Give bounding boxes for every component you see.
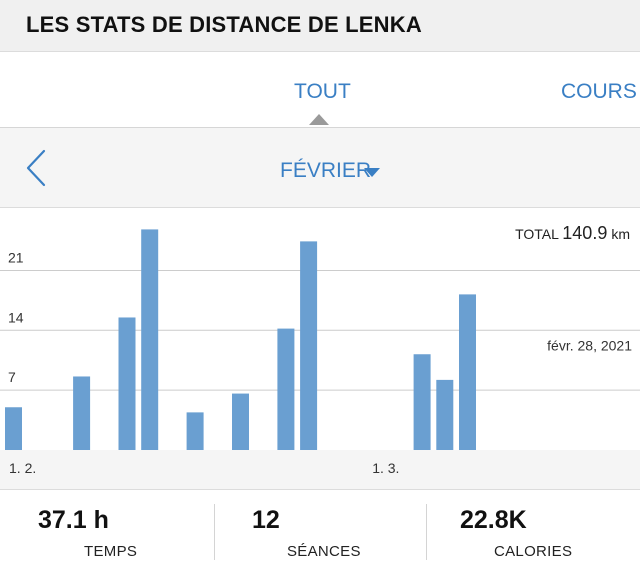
divider: [214, 504, 215, 560]
bar[interactable]: [118, 317, 136, 450]
bar[interactable]: [459, 294, 476, 450]
bar[interactable]: [413, 354, 431, 450]
caret-down-icon[interactable]: [364, 168, 380, 177]
tab-run[interactable]: COURS: [561, 80, 637, 103]
x-tick-label: 1. 3.: [372, 460, 399, 476]
bar[interactable]: [73, 376, 91, 450]
selected-tab-indicator: [309, 114, 329, 125]
month-label[interactable]: FÉVRIER: [280, 159, 372, 182]
stat-calories: 22.8K CALORIES: [427, 490, 640, 570]
page-title: LES STATS DE DISTANCE DE LENKA: [26, 12, 422, 37]
bar[interactable]: [232, 393, 249, 450]
chevron-left-icon[interactable]: [22, 148, 52, 188]
x-axis-band: [0, 450, 640, 490]
stat-sessions-value: 12: [252, 506, 280, 534]
chart-plot: 7 14 21 1. 2. 1. 3. TOTAL 140.9 km févr. 28, 20…: [0, 223, 640, 476]
y-tick-label: 14: [8, 309, 24, 325]
stat-sessions-label: SÉANCES: [287, 543, 361, 560]
distance-chart: 7 14 21 1. 2. 1. 3. TOTAL 140.9 km févr. 28, 20…: [0, 208, 640, 490]
tab-bar: TOUT COURS: [0, 52, 640, 128]
stat-calories-label: CALORIES: [494, 543, 573, 560]
stat-time-value: 37.1 h: [38, 506, 109, 534]
y-tick-label: 21: [8, 249, 24, 265]
header: LES STATS DE DISTANCE DE LENKA: [0, 0, 640, 52]
tab-all[interactable]: TOUT: [294, 80, 351, 103]
stats-summary: 37.1 h TEMPS 12 SÉANCES 22.8K CALORIES: [0, 490, 640, 570]
bar[interactable]: [5, 407, 22, 450]
bar[interactable]: [186, 412, 204, 450]
reference-date-label: févr. 28, 2021: [547, 337, 632, 353]
stat-time: 37.1 h TEMPS: [0, 490, 214, 570]
month-selector: FÉVRIER: [0, 128, 640, 208]
stat-time-label: TEMPS: [84, 543, 138, 560]
bar[interactable]: [300, 241, 318, 450]
total-distance: TOTAL 140.9 km: [515, 223, 630, 243]
stat-sessions: 12 SÉANCES: [215, 490, 426, 570]
divider: [426, 504, 427, 560]
bar[interactable]: [436, 379, 454, 450]
bar[interactable]: [277, 328, 295, 450]
x-tick-label: 1. 2.: [9, 460, 36, 476]
bar[interactable]: [141, 229, 159, 450]
y-tick-label: 7: [8, 369, 16, 385]
stat-calories-value: 22.8K: [460, 506, 527, 534]
